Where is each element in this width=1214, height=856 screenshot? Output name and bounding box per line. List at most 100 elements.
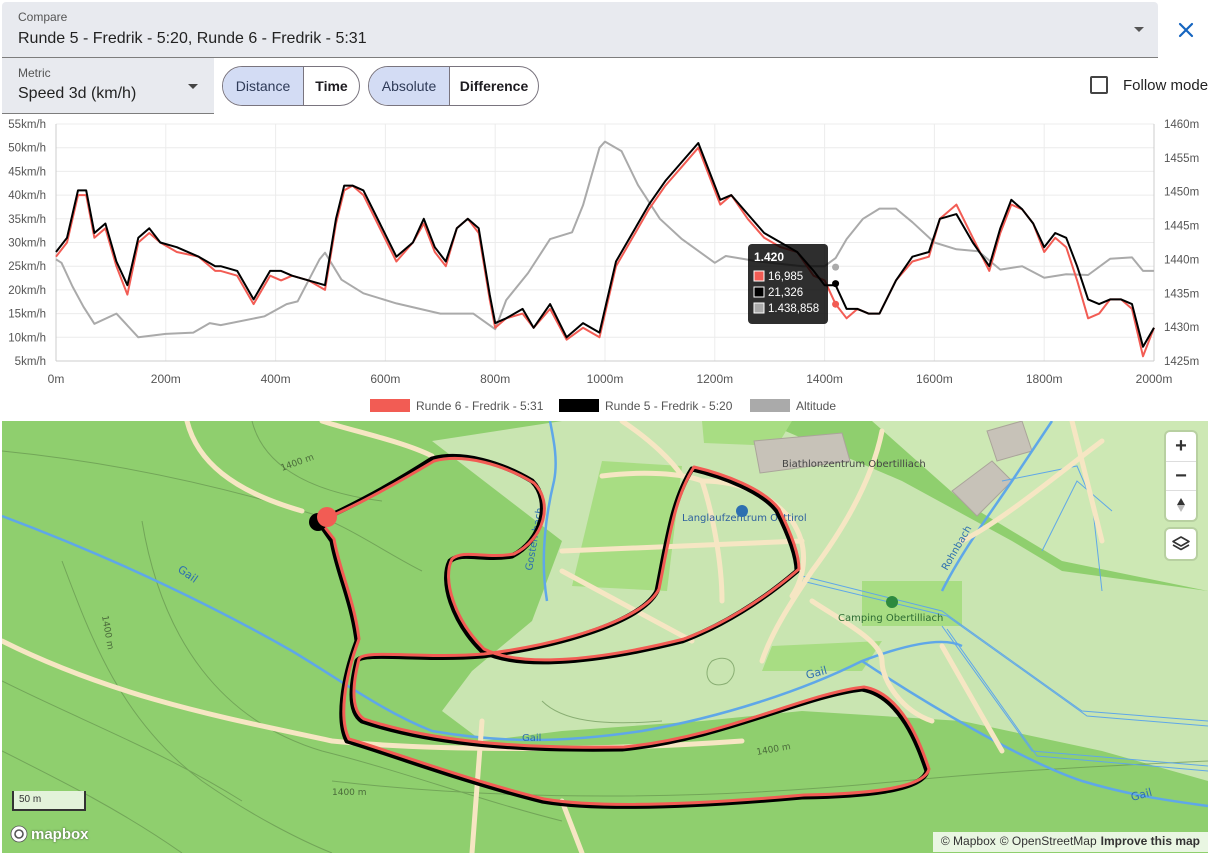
poi-camping-label: Camping Obertilliach: [838, 613, 943, 624]
layers-icon: [1172, 536, 1190, 551]
channels: [801, 465, 1208, 772]
tooltip-box: [748, 244, 828, 324]
y-right-tick-label: 1445m: [1164, 221, 1199, 233]
building: [753, 432, 851, 474]
scale-bar: 50 m: [12, 791, 86, 811]
y-axis-right: 1460m 1455m 1450m 1445m 1440m 1435m 1430m 1425m: [1164, 119, 1199, 368]
y-right-tick-label: 1460m: [1164, 119, 1199, 131]
legend-label[interactable]: Runde 5 - Fredrik - 5:20: [605, 399, 733, 413]
close-button[interactable]: [1170, 14, 1202, 46]
contour-label: 1400 m: [332, 788, 367, 798]
y-tick-label: 55km/h: [8, 119, 46, 131]
tooltip-value: 21,326: [768, 287, 803, 299]
x-tick-label: 2000m: [1136, 372, 1173, 386]
improve-map-link[interactable]: Improve this map: [1100, 834, 1200, 848]
close-icon: [1178, 22, 1194, 38]
follow-mode-toggle[interactable]: Follow mode: [1090, 76, 1208, 94]
compass-button[interactable]: [1166, 490, 1196, 519]
zoom-out-button[interactable]: −: [1166, 461, 1196, 490]
legend-swatch[interactable]: [370, 399, 410, 412]
attrib-mapbox-link[interactable]: © Mapbox: [940, 834, 996, 848]
hover-point-runde5: [832, 280, 840, 288]
axis-mode-toggle: Distance Time: [222, 66, 360, 106]
compare-select[interactable]: Compare Runde 5 - Fredrik - 5:20, Runde …: [2, 2, 1158, 58]
follow-mode-label: Follow mode: [1123, 76, 1209, 94]
dropdown-arrow-icon[interactable]: [188, 84, 198, 89]
river-label: Gail: [522, 733, 541, 744]
hover-point-altitude: [832, 263, 840, 271]
x-tick-label: 200m: [151, 372, 181, 386]
absolute-toggle-button[interactable]: Absolute: [369, 67, 449, 105]
y-right-tick-label: 1430m: [1164, 322, 1199, 334]
sports-field: [572, 461, 682, 591]
legend-label[interactable]: Altitude: [796, 399, 836, 413]
mapbox-icon: [10, 825, 28, 843]
contour-lines: [2, 421, 1208, 853]
value-mode-toggle: Absolute Difference: [368, 66, 539, 106]
rivers: [2, 421, 1208, 808]
attrib-osm-link[interactable]: © OpenStreetMap: [999, 834, 1097, 848]
y-axis-left: 55km/h 50km/h 45km/h 40km/h 35km/h 30km/h 25km…: [8, 119, 46, 368]
x-tick-label: 600m: [370, 372, 400, 386]
map[interactable]: Biathlonzentrum Obertilliach Langlaufzen…: [2, 421, 1208, 853]
village-area: [872, 421, 1208, 591]
legend-swatch[interactable]: [750, 399, 790, 412]
y-tick-label: 25km/h: [8, 261, 46, 273]
legend-label[interactable]: Runde 6 - Fredrik - 5:31: [416, 399, 544, 413]
follow-mode-checkbox[interactable]: [1090, 76, 1108, 94]
meadow-patch: [762, 641, 882, 671]
metric-select[interactable]: Metric Speed 3d (km/h): [2, 58, 214, 114]
distance-toggle-button[interactable]: Distance: [223, 67, 303, 105]
x-tick-label: 1600m: [916, 372, 953, 386]
tooltip-title: 1.420: [754, 250, 784, 264]
compass-icon: [1177, 498, 1185, 512]
legend-swatch[interactable]: [559, 399, 599, 412]
time-toggle-button[interactable]: Time: [303, 67, 359, 105]
x-tick-label: 1800m: [1026, 372, 1063, 386]
zoom-controls: + −: [1166, 432, 1196, 520]
poi-langlauf-label: Langlaufzentrum Osttirol: [682, 513, 807, 524]
river-label: Gail: [804, 664, 828, 682]
metric-value: Speed 3d (km/h): [18, 85, 137, 102]
y-tick-label: 30km/h: [8, 238, 46, 250]
tooltip-value: 1.438,858: [768, 303, 819, 315]
chart-tooltip: 1.420 16,985 21,326 1.438,858: [748, 244, 840, 324]
mapbox-logo[interactable]: mapbox: [10, 825, 89, 843]
x-tick-label: 0m: [48, 372, 65, 386]
layers-button[interactable]: [1166, 529, 1196, 559]
compare-value: Runde 5 - Fredrik - 5:20, Runde 6 - Fred…: [18, 30, 367, 47]
x-axis: 0m 200m 400m 600m 800m 1000m 1200m 1400m 1600m 18…: [48, 372, 1173, 386]
metric-label: Metric: [18, 66, 51, 80]
dropdown-arrow-icon[interactable]: [1134, 27, 1144, 32]
y-tick-label: 20km/h: [8, 285, 46, 297]
speed-chart[interactable]: 55km/h 50km/h 45km/h 40km/h 35km/h 30km/h 25km…: [0, 114, 1214, 420]
y-right-tick-label: 1455m: [1164, 153, 1199, 165]
series-altitude-line: [55, 140, 1154, 339]
map-canvas[interactable]: Biathlonzentrum Obertilliach Langlaufzen…: [2, 421, 1208, 853]
x-tick-label: 400m: [261, 372, 291, 386]
tooltip-value: 16,985: [768, 271, 803, 283]
difference-toggle-button[interactable]: Difference: [449, 67, 538, 105]
x-tick-label: 1000m: [587, 372, 624, 386]
compare-label: Compare: [18, 10, 68, 24]
y-tick-label: 35km/h: [8, 214, 46, 226]
ski-icon[interactable]: [736, 505, 748, 517]
y-right-tick-label: 1450m: [1164, 187, 1199, 199]
x-tick-label: 800m: [480, 372, 510, 386]
y-right-tick-label: 1440m: [1164, 254, 1199, 266]
zoom-in-button[interactable]: +: [1175, 435, 1187, 457]
map-attribution: © Mapbox © OpenStreetMap Improve this ma…: [932, 832, 1208, 852]
y-tick-label: 40km/h: [8, 190, 46, 202]
river-label: Gail: [1129, 786, 1153, 804]
y-right-tick-label: 1425m: [1164, 356, 1199, 368]
x-tick-label: 1400m: [806, 372, 843, 386]
chart-legend: Runde 6 - Fredrik - 5:31 Runde 5 - Fredri…: [370, 399, 836, 413]
camping-icon[interactable]: [886, 596, 898, 608]
y-tick-label: 15km/h: [8, 309, 46, 321]
y-tick-label: 5km/h: [15, 356, 46, 368]
y-tick-label: 50km/h: [8, 143, 46, 155]
chart-grid: [55, 123, 1155, 362]
series-runde6-line: [55, 146, 1155, 358]
position-marker-runde6: [317, 507, 337, 527]
